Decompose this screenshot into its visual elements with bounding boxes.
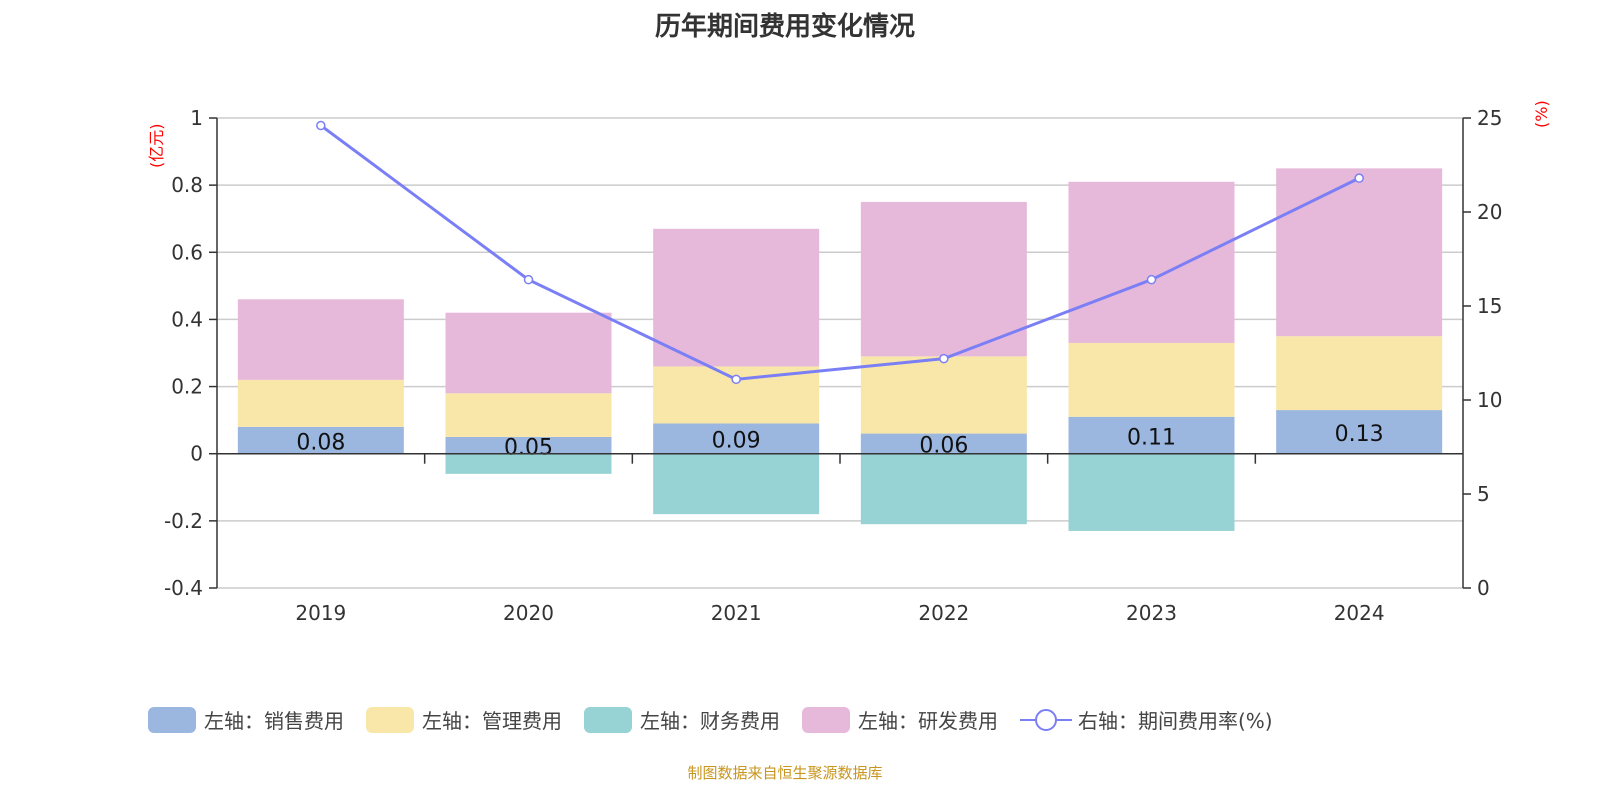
- x-tick-label: 2022: [918, 601, 969, 625]
- rate-point: [523, 274, 534, 285]
- left-tick-label: 0: [190, 442, 203, 466]
- legend-item[interactable]: 左轴：研发费用: [802, 705, 998, 734]
- x-tick-label: 2021: [711, 601, 762, 625]
- bar-2020: [445, 453, 612, 474]
- x-tick-label: 2023: [1126, 601, 1177, 625]
- bar-2023: [1068, 416, 1235, 454]
- legend-swatch: [148, 706, 196, 733]
- data-label: 0.13: [1335, 422, 1384, 447]
- right-tick-label: 0: [1477, 576, 1490, 600]
- right-axis-label: (%): [1532, 100, 1551, 128]
- bar-2019: [237, 379, 404, 427]
- chart-title: 历年期间费用变化情况: [654, 12, 915, 42]
- bar-2023: [1068, 181, 1235, 343]
- bar-2024: [1276, 410, 1443, 454]
- x-tick-label: 2019: [295, 601, 346, 625]
- x-tick-label: 2024: [1334, 601, 1385, 625]
- source-note: 制图数据来自恒生聚源数据库: [687, 764, 883, 782]
- bar-2022: [860, 433, 1027, 454]
- bar-2019: [237, 299, 404, 380]
- bar-2024: [1276, 168, 1443, 337]
- bar-2022: [860, 356, 1027, 434]
- bar-2022: [860, 201, 1027, 357]
- legend-swatch: [366, 706, 414, 733]
- left-tick-label: 1: [190, 106, 203, 130]
- data-label: 0.11: [1127, 425, 1176, 450]
- legend: 左轴：销售费用 左轴：管理费用 左轴：财务费用 左轴：研发费用 右轴：期间费用率(%): [148, 705, 1295, 734]
- right-tick-label: 15: [1477, 294, 1502, 318]
- data-label: 0.05: [504, 435, 553, 460]
- left-tick-label: 0.8: [171, 173, 203, 197]
- bar-2020: [445, 312, 612, 394]
- rate-point: [939, 353, 949, 364]
- chart-plot: -0.4-0.200.20.40.60.810510152025(亿元)(%)0…: [147, 100, 1551, 625]
- rate-line: [319, 124, 1360, 381]
- legend-label: 右轴：期间费用率(%): [1078, 709, 1273, 733]
- bar-2019: [237, 426, 404, 454]
- rate-point: [316, 120, 326, 131]
- data-label: 0.09: [712, 429, 761, 454]
- bar-2021: [653, 453, 820, 515]
- legend-label: 左轴：销售费用: [204, 709, 344, 733]
- data-label: 0.06: [919, 434, 968, 459]
- left-tick-label: 0.4: [171, 307, 203, 331]
- bar-2021: [653, 228, 820, 367]
- bar-2023: [1068, 342, 1235, 417]
- legend-swatch: [802, 706, 850, 733]
- legend-item[interactable]: 左轴：财务费用: [584, 705, 780, 734]
- legend-item[interactable]: 右轴：期间费用率(%): [1020, 705, 1273, 734]
- legend-item[interactable]: 左轴：管理费用: [366, 705, 562, 734]
- left-tick-label: -0.4: [164, 576, 203, 600]
- left-tick-label: 0.2: [171, 375, 203, 399]
- left-tick-label: 0.6: [171, 240, 203, 264]
- rate-point: [731, 374, 741, 385]
- bar-2021: [653, 423, 820, 454]
- legend-label: 左轴：财务费用: [640, 709, 780, 733]
- right-tick-label: 25: [1477, 106, 1502, 130]
- rate-point: [1354, 173, 1364, 183]
- left-tick-label: -0.2: [164, 509, 203, 533]
- right-tick-label: 20: [1477, 200, 1502, 224]
- rate-point: [1146, 274, 1157, 285]
- data-label: 0.08: [296, 430, 345, 455]
- legend-swatch: [584, 706, 632, 733]
- legend-label: 左轴：研发费用: [858, 709, 998, 733]
- legend-label: 左轴：管理费用: [422, 709, 562, 733]
- bar-2023: [1068, 453, 1235, 531]
- legend-line-icon: [1020, 708, 1072, 731]
- legend-item[interactable]: 左轴：销售费用: [148, 705, 344, 734]
- right-tick-label: 5: [1477, 482, 1490, 506]
- right-tick-label: 10: [1477, 388, 1502, 412]
- bar-2024: [1276, 336, 1443, 411]
- left-axis-label: (亿元): [147, 124, 166, 169]
- bar-2022: [860, 453, 1027, 525]
- bar-2020: [445, 393, 612, 437]
- bar-2020: [445, 436, 612, 454]
- x-tick-label: 2020: [503, 601, 554, 625]
